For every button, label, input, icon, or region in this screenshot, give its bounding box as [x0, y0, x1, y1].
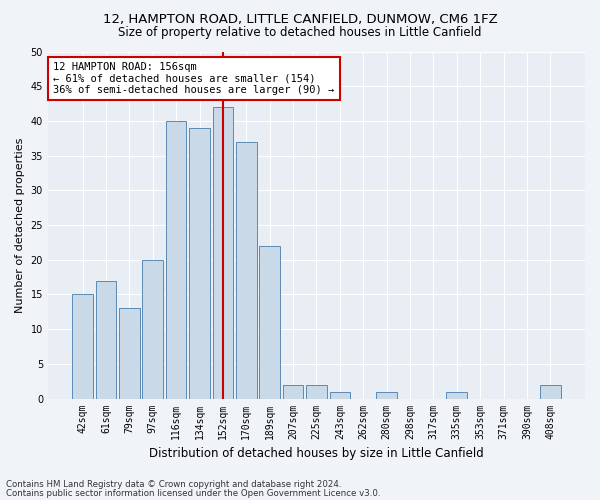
- Bar: [166, 121, 187, 398]
- Bar: [142, 260, 163, 398]
- Bar: [119, 308, 140, 398]
- Bar: [259, 246, 280, 398]
- Bar: [283, 384, 304, 398]
- Bar: [236, 142, 257, 398]
- Bar: [446, 392, 467, 398]
- Bar: [73, 294, 93, 399]
- X-axis label: Distribution of detached houses by size in Little Canfield: Distribution of detached houses by size …: [149, 447, 484, 460]
- Bar: [540, 384, 560, 398]
- Bar: [96, 280, 116, 398]
- Bar: [212, 107, 233, 399]
- Bar: [376, 392, 397, 398]
- Text: Contains HM Land Registry data © Crown copyright and database right 2024.: Contains HM Land Registry data © Crown c…: [6, 480, 341, 489]
- Bar: [306, 384, 327, 398]
- Text: 12 HAMPTON ROAD: 156sqm
← 61% of detached houses are smaller (154)
36% of semi-d: 12 HAMPTON ROAD: 156sqm ← 61% of detache…: [53, 62, 335, 95]
- Text: Contains public sector information licensed under the Open Government Licence v3: Contains public sector information licen…: [6, 489, 380, 498]
- Bar: [329, 392, 350, 398]
- Bar: [189, 128, 210, 398]
- Text: 12, HAMPTON ROAD, LITTLE CANFIELD, DUNMOW, CM6 1FZ: 12, HAMPTON ROAD, LITTLE CANFIELD, DUNMO…: [103, 12, 497, 26]
- Text: Size of property relative to detached houses in Little Canfield: Size of property relative to detached ho…: [118, 26, 482, 39]
- Y-axis label: Number of detached properties: Number of detached properties: [15, 138, 25, 312]
